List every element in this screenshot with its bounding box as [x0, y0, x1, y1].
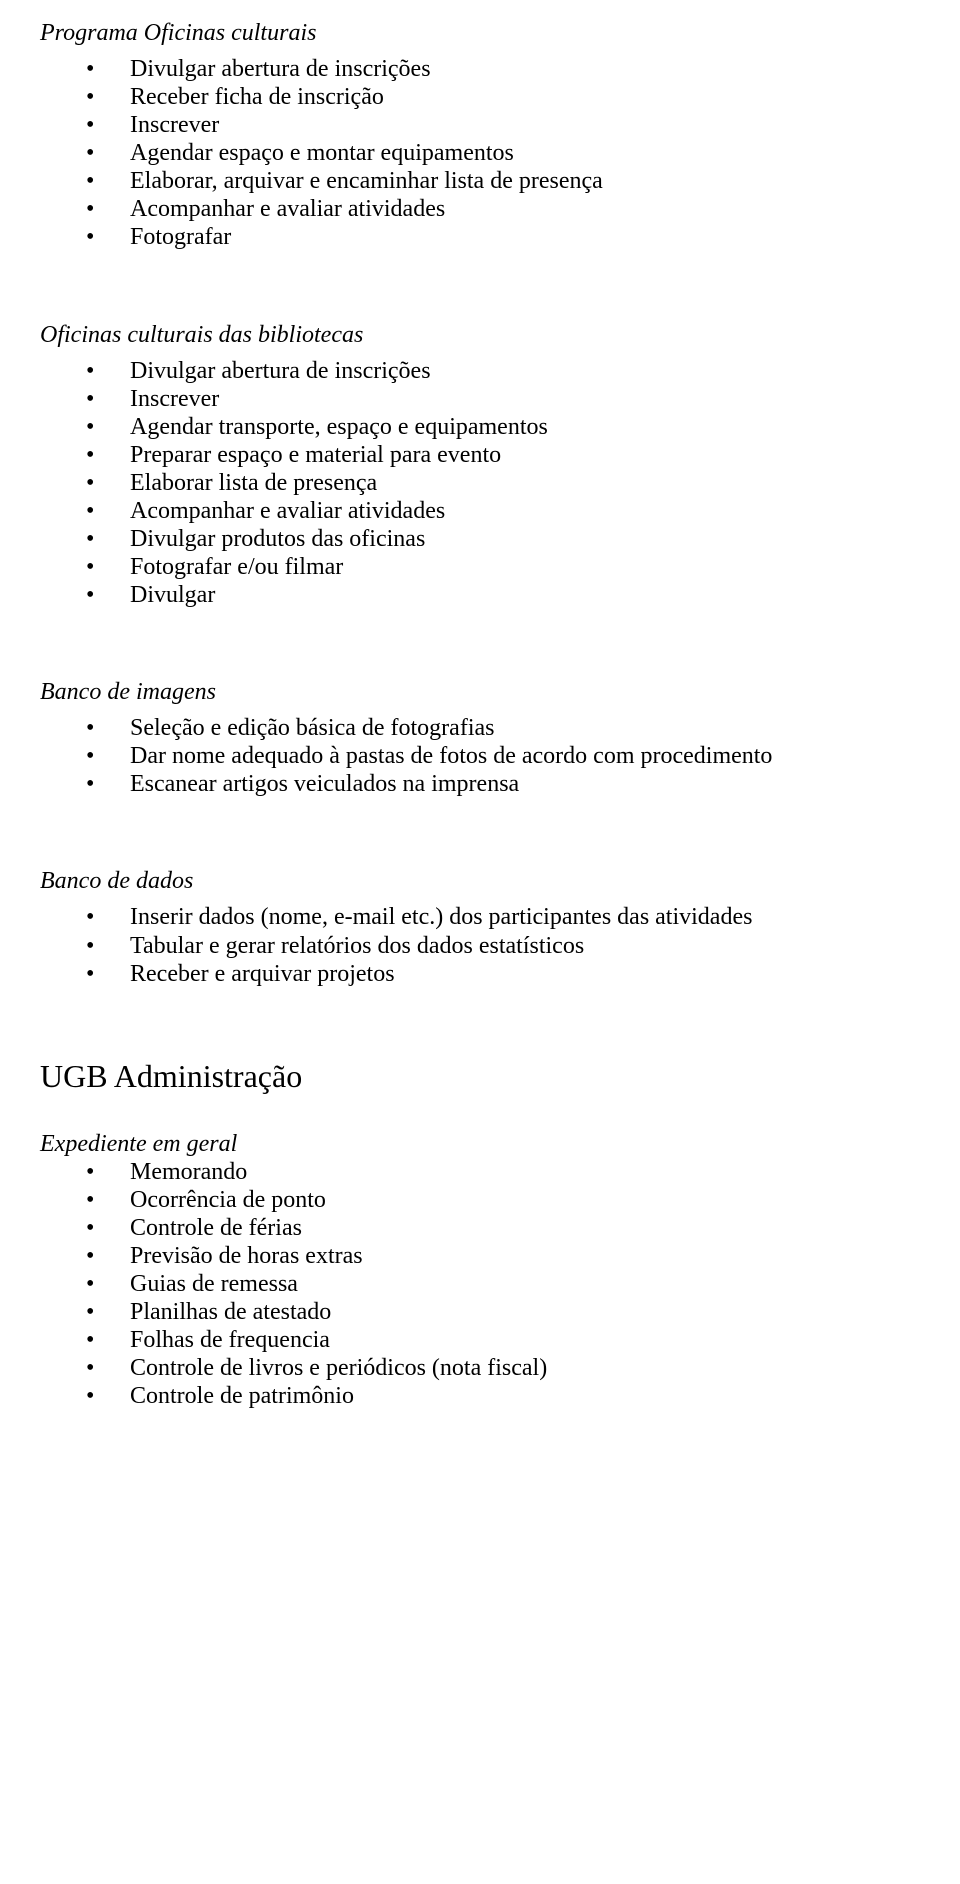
list-item: Elaborar, arquivar e encaminhar lista de…: [86, 167, 920, 195]
list-item: Receber e arquivar projetos: [86, 960, 920, 988]
list-item: Guias de remessa: [86, 1270, 920, 1298]
section-title: Oficinas culturais das bibliotecas: [40, 322, 920, 349]
list-item: Acompanhar e avaliar atividades: [86, 195, 920, 223]
list-item: Previsão de horas extras: [86, 1242, 920, 1270]
list-item: Controle de férias: [86, 1214, 920, 1242]
list-item: Receber ficha de inscrição: [86, 83, 920, 111]
list-item: Tabular e gerar relatórios dos dados est…: [86, 932, 920, 960]
list-item: Divulgar abertura de inscrições: [86, 55, 920, 83]
document-page: Programa Oficinas culturais Divulgar abe…: [0, 0, 960, 1450]
subheading-expediente: Expediente em geral: [40, 1131, 920, 1158]
list-item: Fotografar: [86, 223, 920, 251]
list-item: Seleção e edição básica de fotografias: [86, 714, 920, 742]
list-item: Controle de livros e periódicos (nota fi…: [86, 1354, 920, 1382]
list-item: Agendar transporte, espaço e equipamento…: [86, 413, 920, 441]
list-item: Dar nome adequado à pastas de fotos de a…: [86, 742, 920, 770]
list-item: Inscrever: [86, 111, 920, 139]
bullet-list: Divulgar abertura de inscrições Inscreve…: [86, 357, 920, 610]
bullet-list: Inserir dados (nome, e-mail etc.) dos pa…: [86, 903, 920, 987]
section-title: Banco de imagens: [40, 679, 920, 706]
bullet-list: Divulgar abertura de inscrições Receber …: [86, 55, 920, 252]
list-item: Preparar espaço e material para evento: [86, 441, 920, 469]
list-item: Divulgar: [86, 581, 920, 609]
list-item: Ocorrência de ponto: [86, 1186, 920, 1214]
section-title: Banco de dados: [40, 868, 920, 895]
list-item: Fotografar e/ou filmar: [86, 553, 920, 581]
section-title: Programa Oficinas culturais: [40, 20, 920, 47]
list-item: Escanear artigos veiculados na imprensa: [86, 770, 920, 798]
list-item: Inserir dados (nome, e-mail etc.) dos pa…: [86, 903, 920, 931]
heading-ugb-admin: UGB Administração: [40, 1058, 920, 1095]
list-item: Divulgar abertura de inscrições: [86, 357, 920, 385]
list-item: Planilhas de atestado: [86, 1298, 920, 1326]
bullet-list: Memorando Ocorrência de ponto Controle d…: [86, 1158, 920, 1411]
list-item: Folhas de frequencia: [86, 1326, 920, 1354]
list-item: Acompanhar e avaliar atividades: [86, 497, 920, 525]
list-item: Controle de patrimônio: [86, 1382, 920, 1410]
list-item: Elaborar lista de presença: [86, 469, 920, 497]
list-item: Memorando: [86, 1158, 920, 1186]
list-item: Agendar espaço e montar equipamentos: [86, 139, 920, 167]
list-item: Divulgar produtos das oficinas: [86, 525, 920, 553]
bullet-list: Seleção e edição básica de fotografias D…: [86, 714, 920, 798]
list-item: Inscrever: [86, 385, 920, 413]
